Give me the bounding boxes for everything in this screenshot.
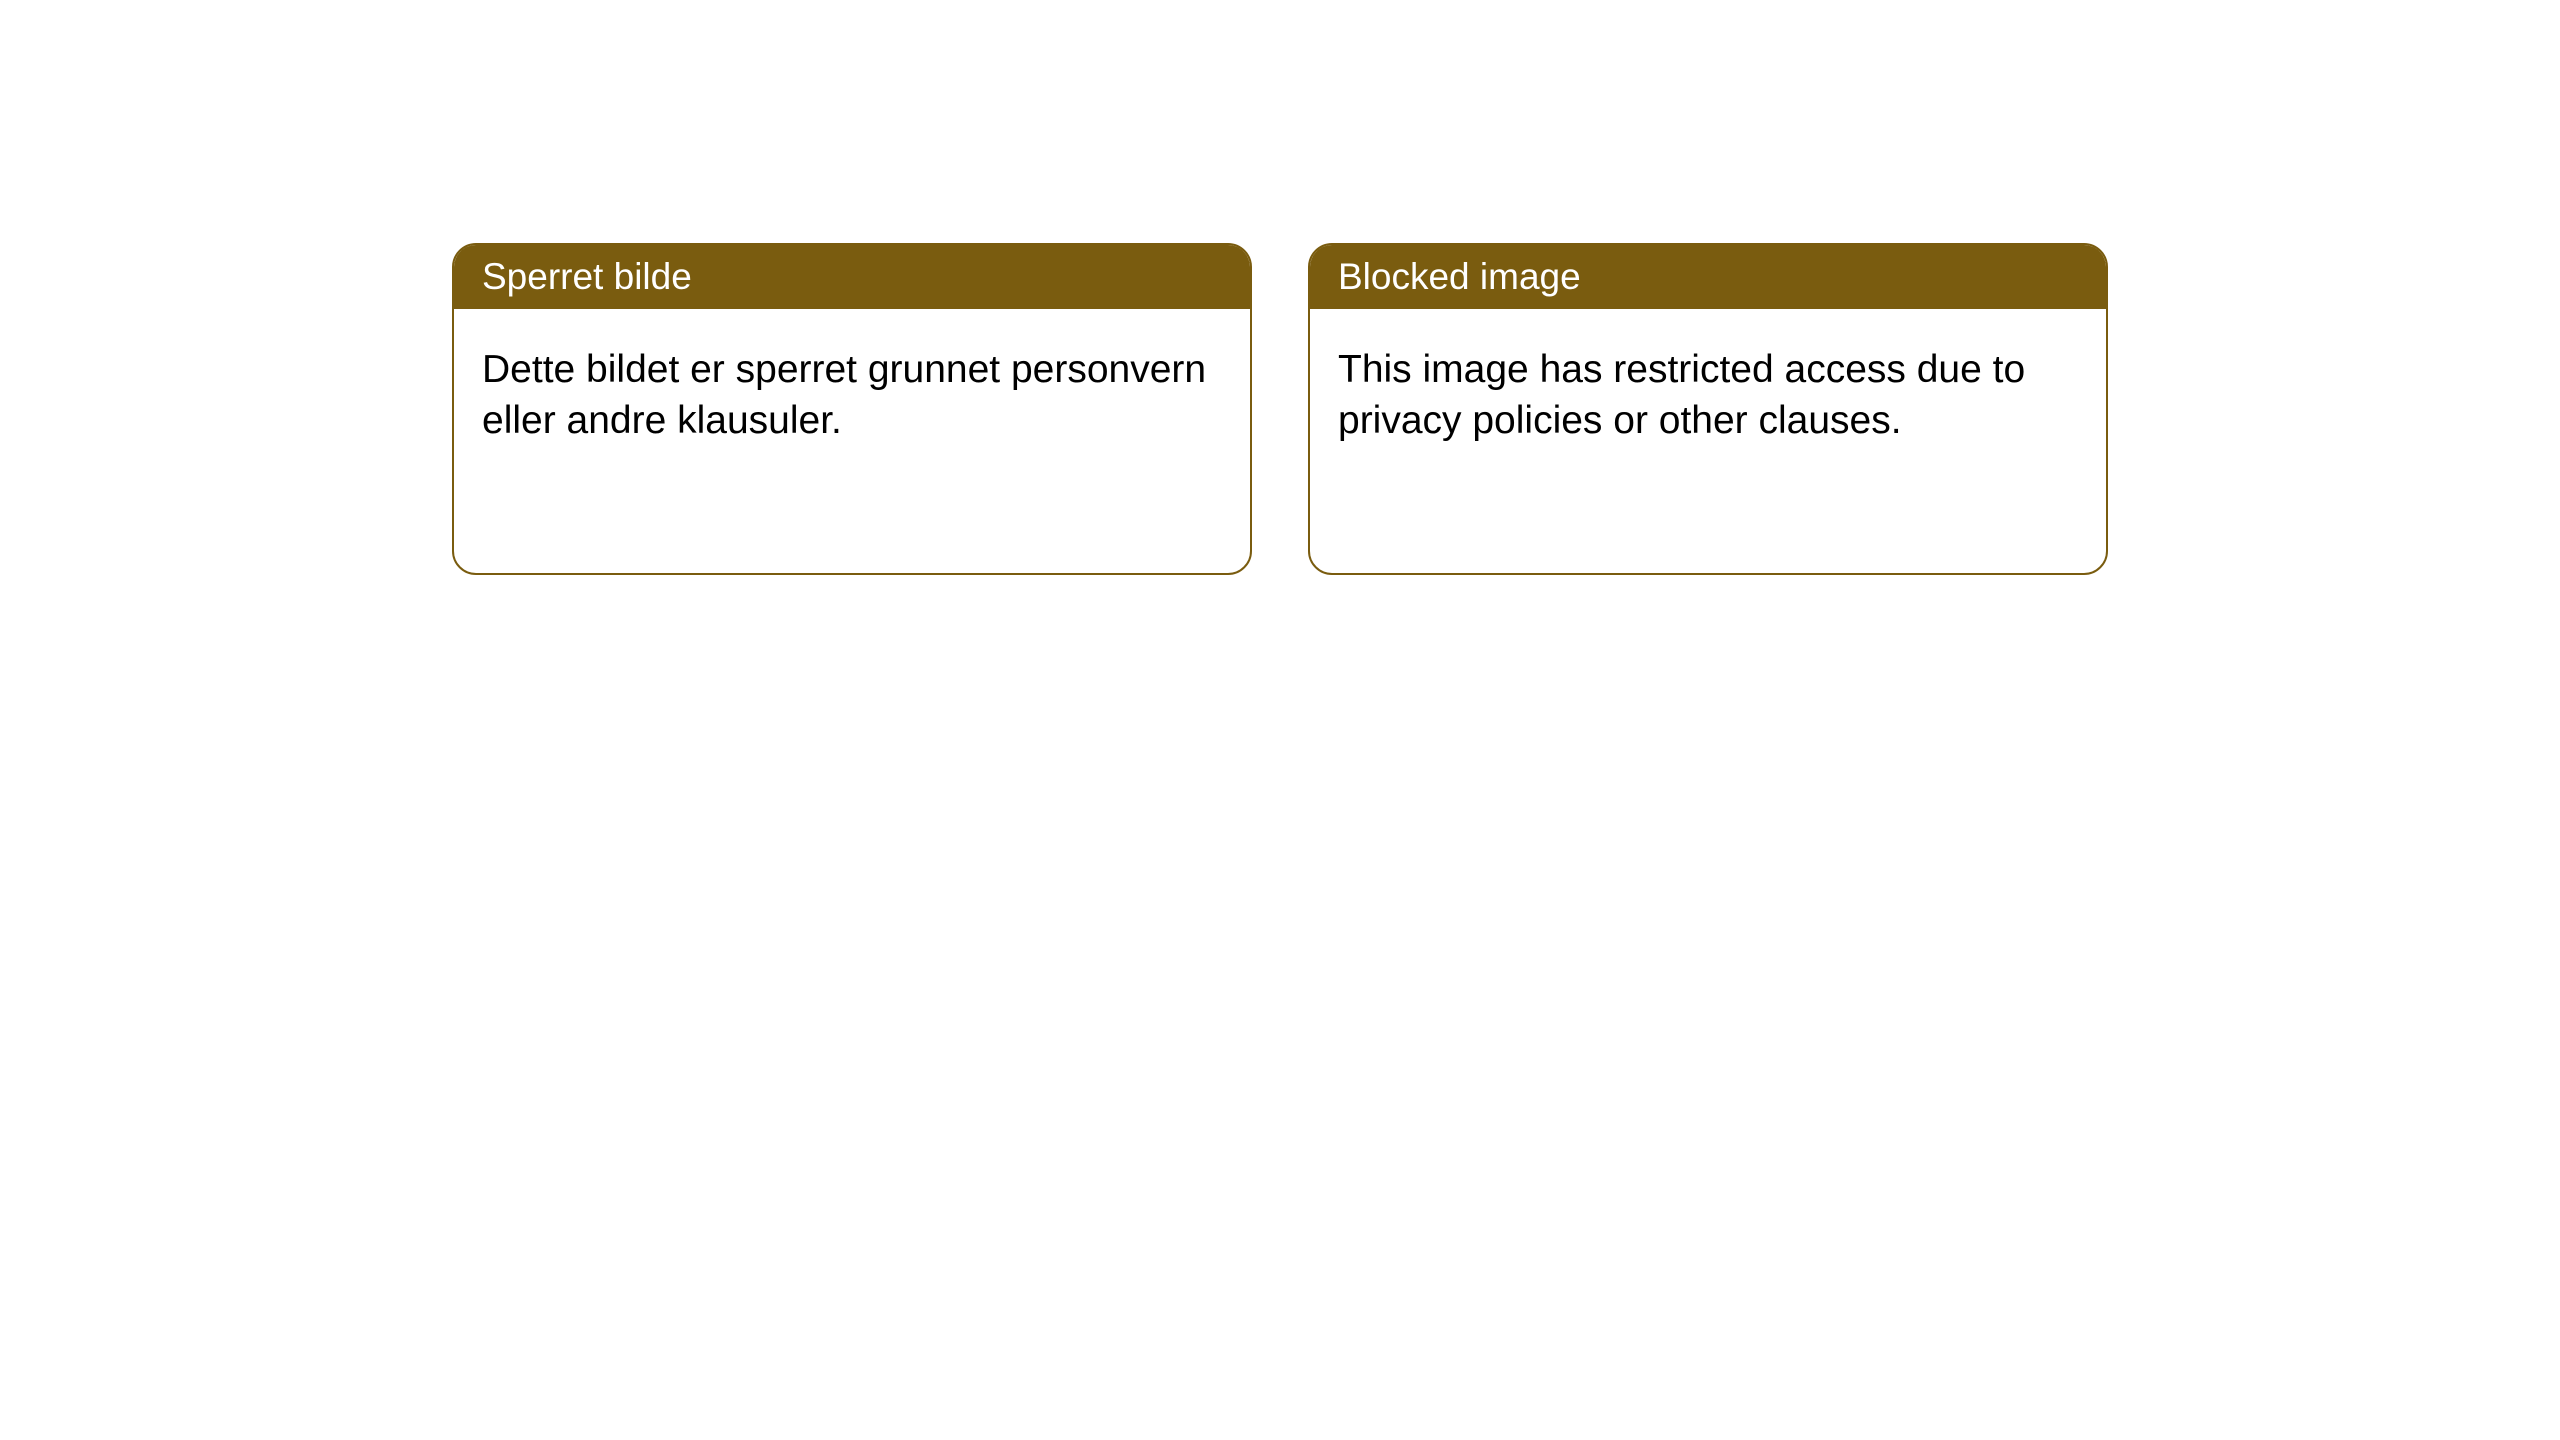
notice-container: Sperret bilde Dette bildet er sperret gr… xyxy=(452,243,2108,575)
notice-title: Blocked image xyxy=(1338,256,1581,297)
notice-header: Sperret bilde xyxy=(454,245,1250,309)
notice-card-norwegian: Sperret bilde Dette bildet er sperret gr… xyxy=(452,243,1252,575)
notice-card-english: Blocked image This image has restricted … xyxy=(1308,243,2108,575)
notice-body-text: Dette bildet er sperret grunnet personve… xyxy=(482,348,1206,442)
notice-body-text: This image has restricted access due to … xyxy=(1338,348,2025,442)
notice-body: This image has restricted access due to … xyxy=(1310,309,2106,482)
notice-body: Dette bildet er sperret grunnet personve… xyxy=(454,309,1250,482)
notice-title: Sperret bilde xyxy=(482,256,692,297)
notice-header: Blocked image xyxy=(1310,245,2106,309)
